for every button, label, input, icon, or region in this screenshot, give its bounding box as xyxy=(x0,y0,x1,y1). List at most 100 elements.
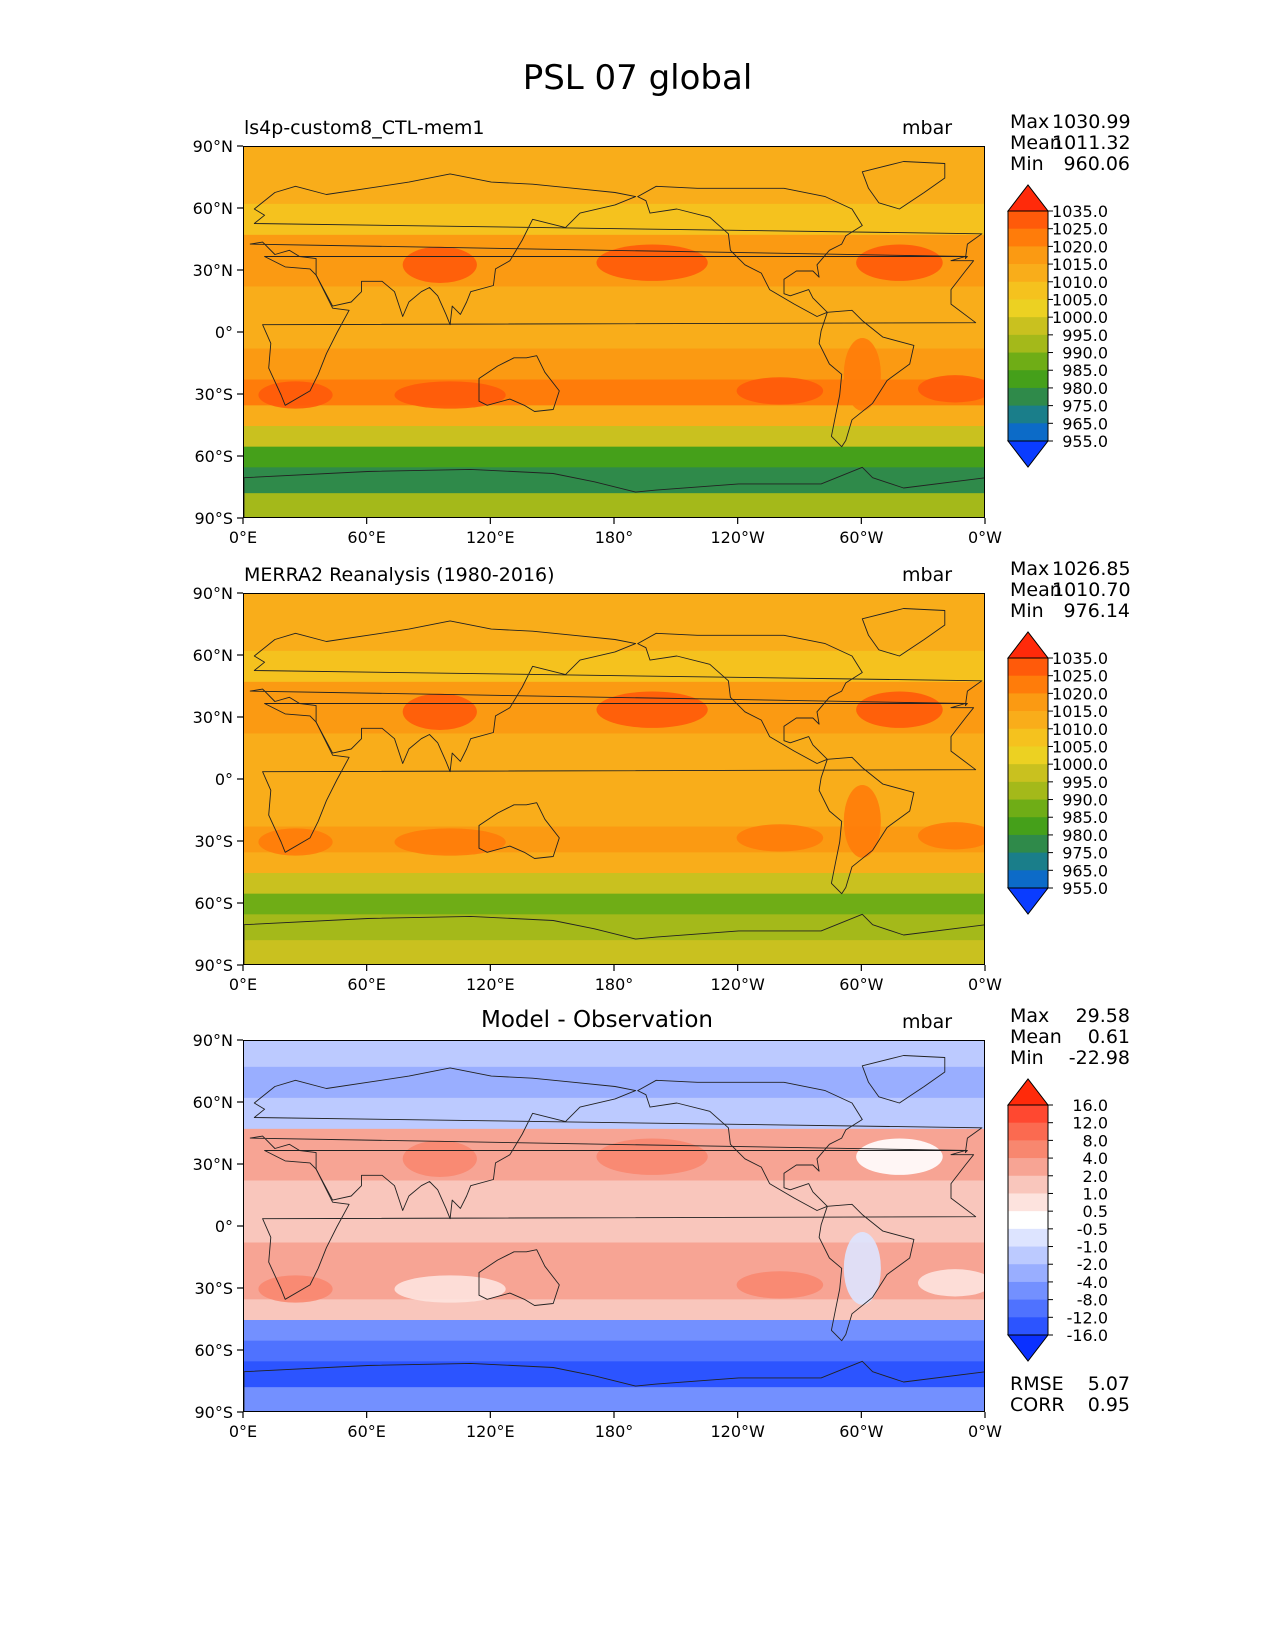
x-tick-label: 120°E xyxy=(466,528,515,547)
colorbar-label: 1010.0 xyxy=(1052,273,1108,292)
x-tick-label: 60°E xyxy=(347,528,385,547)
colorbar-label: 995.0 xyxy=(1062,773,1108,792)
x-tick-label: 0°W xyxy=(968,1422,1002,1441)
colorbar-segment xyxy=(1008,1228,1048,1247)
colorbar-label: 965.0 xyxy=(1062,414,1108,433)
colorbar-label: 2.0 xyxy=(1083,1167,1108,1186)
colorbar-label: 1.0 xyxy=(1083,1184,1108,1203)
lat-band xyxy=(244,203,984,236)
y-tick-label: 90°N xyxy=(193,137,233,156)
x-tick-label: 120°E xyxy=(466,1422,515,1441)
colorbar-label: -4.0 xyxy=(1077,1273,1108,1292)
lat-band xyxy=(244,405,984,427)
colorbar-label: 1015.0 xyxy=(1052,702,1108,721)
panel-3-rmse-value: 5.07 xyxy=(1087,1373,1130,1395)
colorbar-segment xyxy=(1008,1281,1048,1301)
y-tick-label: 60°S xyxy=(194,1341,233,1360)
colorbar-segment xyxy=(1008,352,1048,371)
coastline-eurasia xyxy=(249,173,983,326)
field-feature xyxy=(736,824,824,852)
panel-2-colorbar: 1035.01025.01020.01015.01010.01005.01000… xyxy=(1006,631,1108,915)
colorbar-label: 980.0 xyxy=(1062,379,1108,398)
coastline-australia xyxy=(478,1249,560,1306)
x-tick-label: 180° xyxy=(595,1422,634,1441)
field-feature xyxy=(394,828,506,856)
colorbar-segment xyxy=(1008,405,1048,424)
field-feature xyxy=(596,244,708,281)
colorbar-label: 8.0 xyxy=(1083,1131,1108,1150)
field-feature xyxy=(394,1275,506,1303)
panel-3-stat-min-label: Min xyxy=(1010,1047,1044,1069)
colorbar-label: 985.0 xyxy=(1062,808,1108,827)
y-tick-label: 90°N xyxy=(193,1031,233,1050)
field-feature xyxy=(843,1231,881,1305)
field-feature xyxy=(258,1275,333,1303)
panel-3-stat-max-value: 29.58 xyxy=(1075,1005,1130,1027)
colorbar-label: 1005.0 xyxy=(1052,737,1108,756)
panel-2-stat-max-label: Max xyxy=(1010,558,1050,580)
colorbar-segment xyxy=(1008,852,1048,871)
colorbar-segment xyxy=(1008,799,1048,818)
field-feature xyxy=(917,822,984,850)
colorbar-label: -12.0 xyxy=(1067,1308,1108,1327)
colorbar-segment xyxy=(1008,1140,1048,1159)
colorbar-label: -2.0 xyxy=(1077,1255,1108,1274)
x-tick-label: 0°W xyxy=(968,528,1002,547)
colorbar-label: 1005.0 xyxy=(1052,290,1108,309)
y-tick-label: 60°N xyxy=(193,1093,233,1112)
coastline-eurasia xyxy=(249,620,983,773)
panel-2-map-plot xyxy=(244,594,984,964)
y-tick-label: 90°N xyxy=(193,584,233,603)
colorbar-segment xyxy=(1008,1122,1048,1141)
y-tick-label: 30°S xyxy=(194,385,233,404)
lat-band xyxy=(244,426,984,448)
colorbar-label: 1000.0 xyxy=(1052,308,1108,327)
colorbar-segment xyxy=(1008,1299,1048,1318)
field-feature xyxy=(402,246,477,283)
coastline-greenland xyxy=(861,608,946,657)
colorbar-extend-min xyxy=(1006,1334,1050,1362)
panel-3-stat-min-value: -22.98 xyxy=(1068,1047,1130,1069)
panel-1-map-plot xyxy=(244,147,984,517)
colorbar-segment xyxy=(1008,211,1048,230)
colorbar-segment xyxy=(1008,728,1048,747)
lat-band xyxy=(244,446,984,468)
panel-2-stat-max-value: 1026.85 xyxy=(1052,558,1131,580)
colorbar-label: -1.0 xyxy=(1077,1238,1108,1257)
colorbar-segment xyxy=(1008,870,1048,889)
lat-band xyxy=(244,1320,984,1342)
lat-band xyxy=(244,1387,984,1411)
colorbar-label: 4.0 xyxy=(1083,1149,1108,1168)
colorbar-label: 975.0 xyxy=(1062,397,1108,416)
panel-3-colorbar: 16.012.08.04.02.01.00.5-0.5-1.0-2.0-4.0-… xyxy=(1006,1078,1108,1362)
field-feature xyxy=(394,381,506,409)
colorbar-label: 985.0 xyxy=(1062,361,1108,380)
colorbar-label: -8.0 xyxy=(1077,1291,1108,1310)
x-tick-label: 60°W xyxy=(839,528,883,547)
colorbar-label: 995.0 xyxy=(1062,326,1108,345)
colorbar-segment xyxy=(1008,334,1048,353)
colorbar-segment xyxy=(1008,387,1048,407)
colorbar-segment xyxy=(1008,658,1048,677)
lat-band xyxy=(244,1340,984,1362)
coastline-africa xyxy=(262,256,977,406)
panel-1-stat-min-label: Min xyxy=(1010,153,1044,175)
colorbar-label: 1020.0 xyxy=(1052,684,1108,703)
x-tick-label: 120°W xyxy=(710,975,765,994)
x-tick-label: 180° xyxy=(595,528,634,547)
lat-band xyxy=(244,852,984,874)
panel-2-stat-mean-value: 1010.70 xyxy=(1052,579,1131,601)
coastline-greenland xyxy=(861,1055,946,1104)
colorbar-label: -16.0 xyxy=(1067,1326,1108,1345)
field-feature xyxy=(402,693,477,730)
panel-2-title: MERRA2 Reanalysis (1980-2016) xyxy=(244,564,555,586)
lat-band xyxy=(244,733,984,765)
colorbar-label: 0.5 xyxy=(1083,1202,1108,1221)
y-tick-label: 90°S xyxy=(194,1403,233,1422)
colorbar-outline xyxy=(1007,657,1049,889)
y-tick-label: 0° xyxy=(215,770,233,789)
colorbar-segment xyxy=(1008,1211,1048,1230)
colorbar-label: 1025.0 xyxy=(1052,220,1108,239)
x-tick-label: 180° xyxy=(595,975,634,994)
